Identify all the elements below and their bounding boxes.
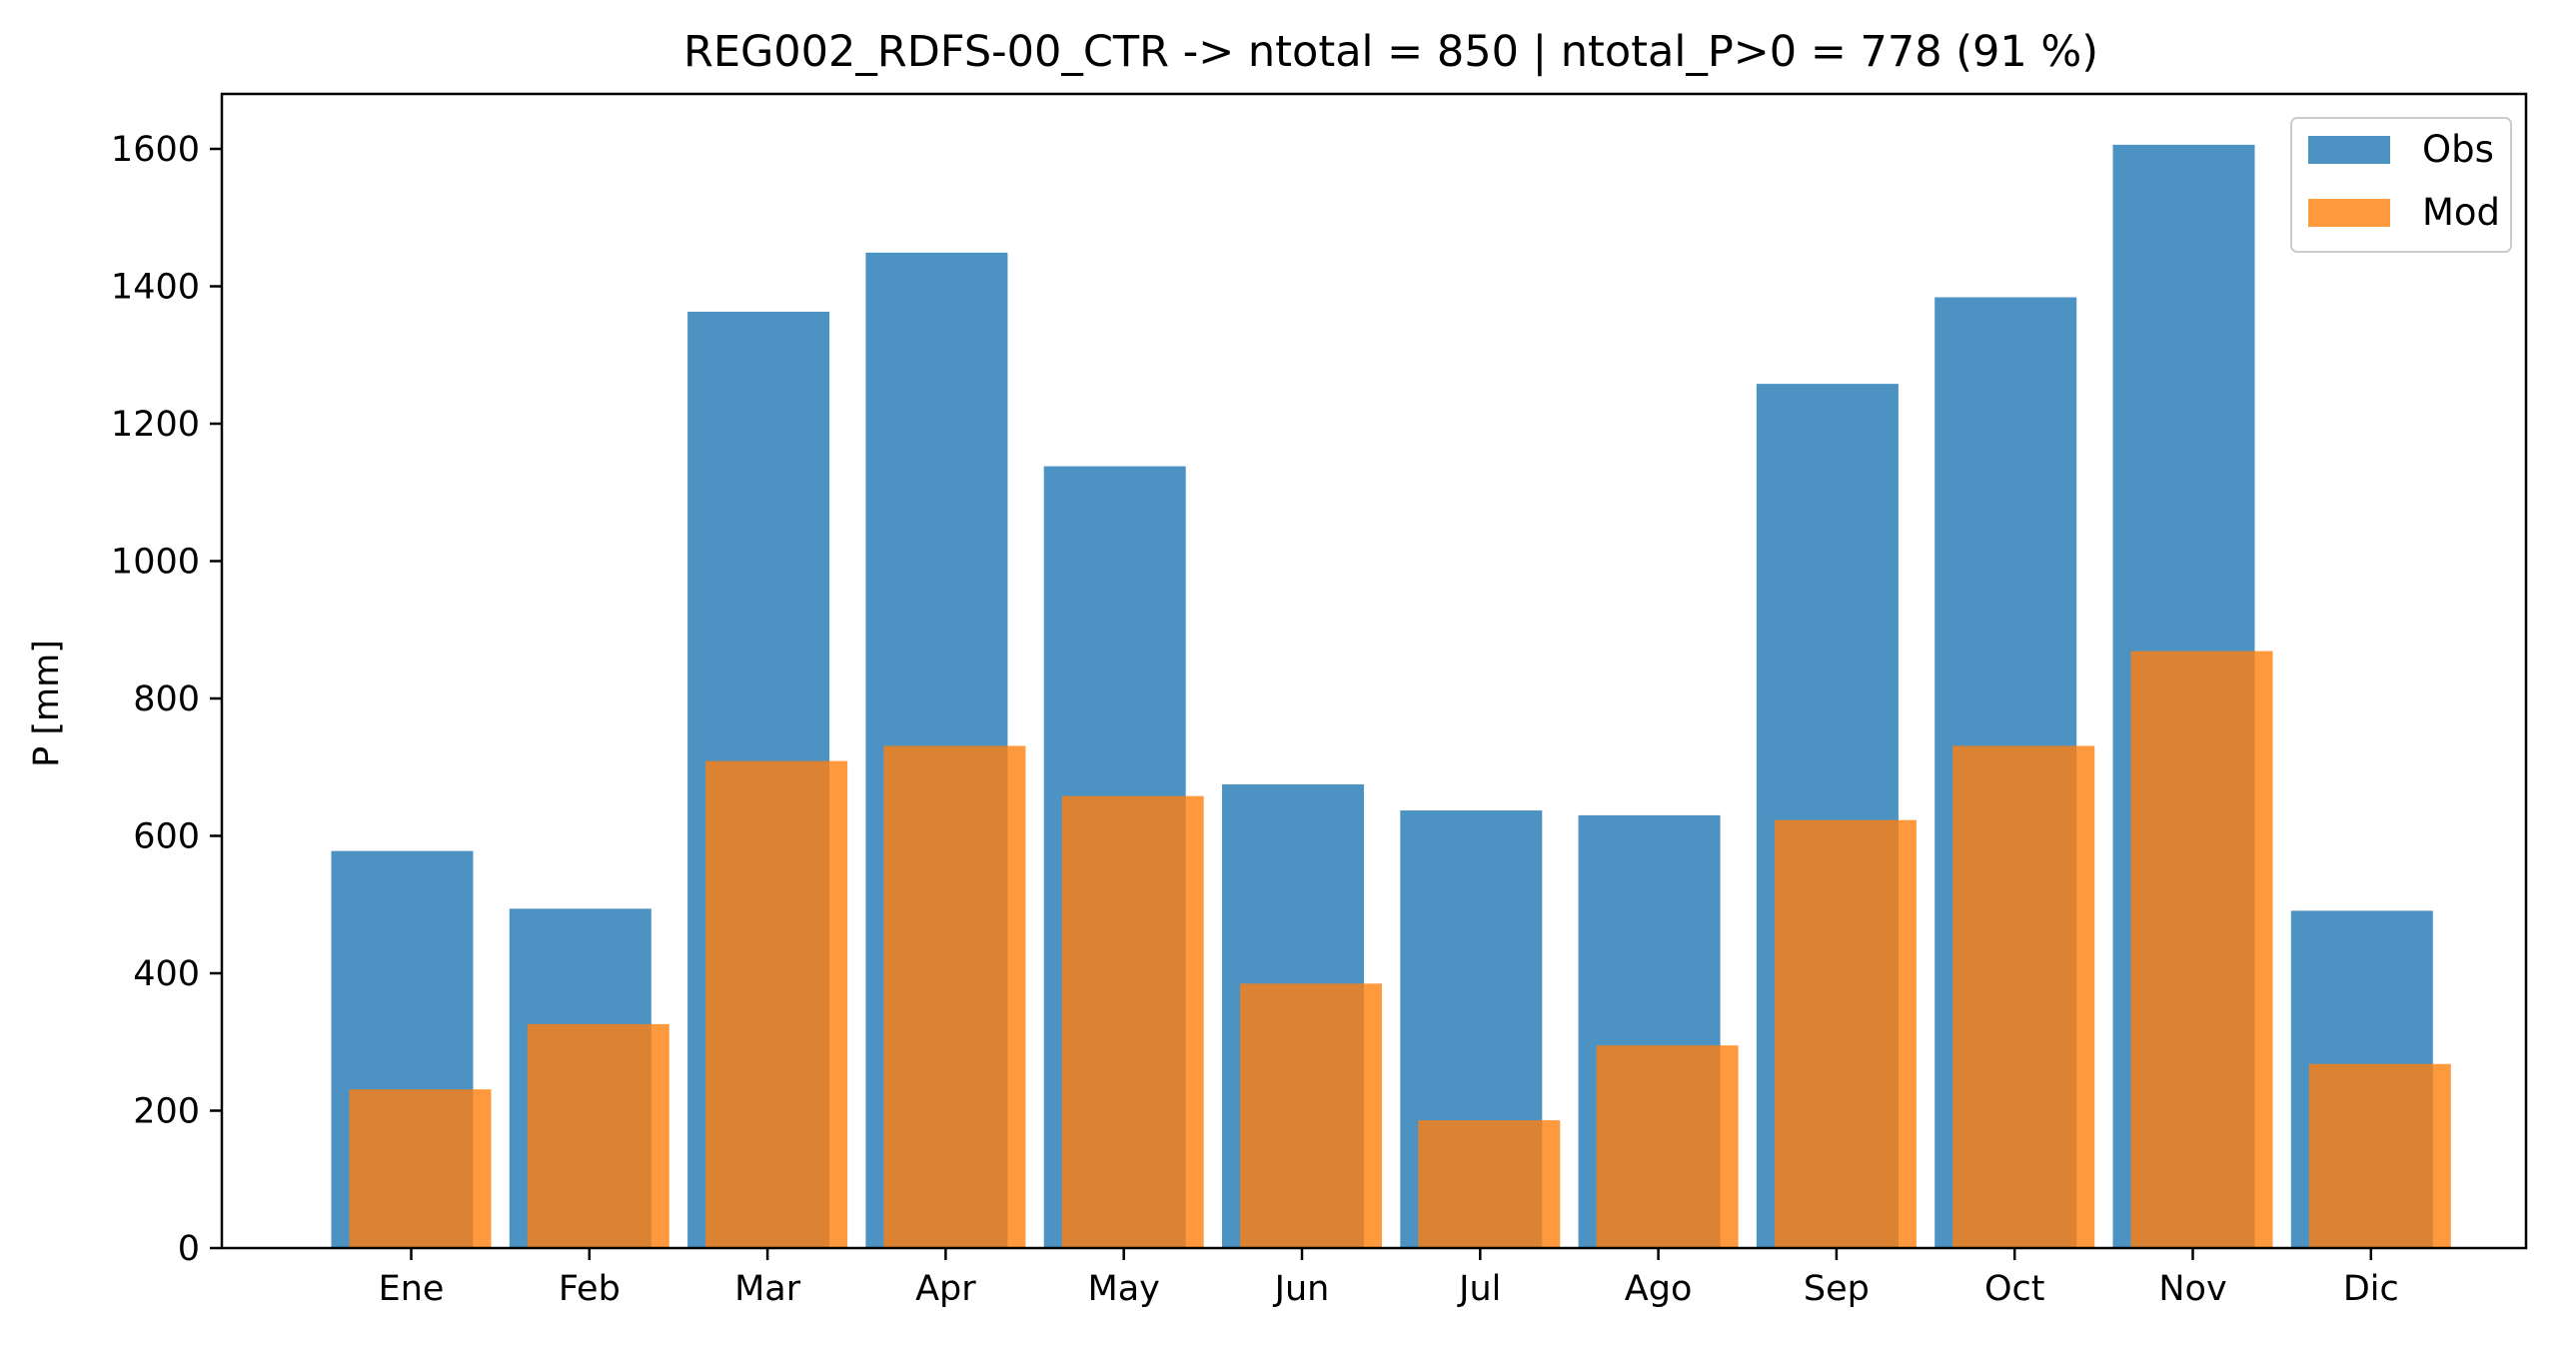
y-axis-ticks: 0 200 400 600 800 1000 1200 1400 1600 [111,130,222,1269]
bar-mod-dic [2308,1063,2451,1248]
bar-mod-feb [527,1023,669,1248]
x-tick-label-jun: Jun [1273,1269,1330,1309]
bar-mod-apr [883,745,1026,1248]
bar-mod-may [1061,795,1204,1248]
bar-mod-ene [349,1089,492,1248]
x-tick-label-ago: Ago [1625,1269,1693,1309]
x-tick-label-nov: Nov [2158,1269,2226,1309]
y-tick-label: 1400 [111,268,200,308]
legend-label-obs: Obs [2422,128,2494,171]
x-tick-label-ene: Ene [379,1269,445,1309]
x-tick-label-apr: Apr [915,1269,976,1309]
y-axis-label: P [mm] [27,640,67,767]
x-axis-ticks: Ene Feb Mar Apr May Jun Jul Ago Sep Oct Nov Dic [379,1248,2399,1309]
x-tick-label-oct: Oct [1984,1269,2045,1309]
plot-area-frame [220,92,2528,1250]
x-tick-label-feb: Feb [559,1269,621,1309]
x-tick-label-jul: Jul [1457,1269,1501,1309]
legend-swatch-obs [2308,136,2390,164]
bar-mod-sep [1774,819,1917,1248]
x-tick-label-dic: Dic [2343,1269,2399,1309]
y-tick-label: 800 [133,679,200,719]
y-tick-label: 400 [133,954,200,994]
legend: Obs Mod [2290,117,2512,253]
y-tick-label: 1200 [111,405,200,445]
bar-mod-oct [1952,745,2095,1248]
y-tick-label: 600 [133,817,200,857]
bar-mod-nov [2130,651,2273,1248]
legend-swatch-mod [2308,199,2390,227]
x-tick-label-mar: Mar [734,1269,801,1309]
bar-mod-mar [705,760,848,1248]
x-tick-label-sep: Sep [1804,1269,1870,1309]
x-tick-label-may: May [1088,1269,1160,1309]
y-tick-label: 1000 [111,543,200,583]
bar-mod-jun [1240,983,1382,1248]
bar-mod-jul [1418,1120,1561,1248]
chart-title: REG002_RDFS-00_CTR -> ntotal = 850 | nto… [683,27,2098,77]
series-mod-bars [349,651,2451,1248]
bar-mod-ago [1596,1045,1739,1248]
y-tick-label: 200 [133,1092,200,1132]
y-tick-label: 0 [178,1229,200,1269]
y-tick-label: 1600 [111,130,200,170]
legend-label-mod: Mod [2422,191,2500,234]
